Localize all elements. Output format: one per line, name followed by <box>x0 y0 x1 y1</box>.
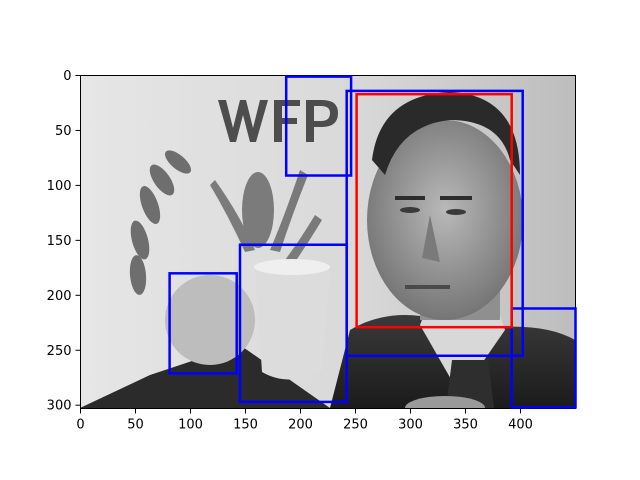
x-tick-label: 0 <box>76 418 84 433</box>
x-tick-label: 350 <box>453 418 478 433</box>
x-tick-label: 200 <box>288 418 313 433</box>
y-tick-label: 200 <box>47 289 72 304</box>
x-tick-label: 100 <box>178 418 203 433</box>
blue-box-3 <box>168 272 238 375</box>
y-tick-label: 50 <box>55 124 72 139</box>
y-axis: 0 50 100 150 200 250 300 <box>47 69 81 414</box>
blue-box-4 <box>238 243 348 404</box>
bounding-boxes <box>168 75 577 409</box>
blue-box-1 <box>284 75 353 177</box>
x-tick-label: 300 <box>398 418 423 433</box>
x-tick-label: 50 <box>127 418 144 433</box>
photo-image <box>80 75 576 409</box>
blue-box-5 <box>510 307 577 409</box>
y-tick-label: 250 <box>47 344 72 359</box>
x-tick-label: 150 <box>233 418 258 433</box>
red-box-0 <box>355 92 513 329</box>
blue-box-2 <box>345 89 524 357</box>
x-axis: 0 50 100 150 200 250 300 350 400 <box>76 408 533 433</box>
y-tick-label: 150 <box>47 234 72 249</box>
x-tick-label: 250 <box>343 418 368 433</box>
y-tick-label: 0 <box>63 69 71 84</box>
y-tick-label: 300 <box>47 399 72 414</box>
y-tick-label: 100 <box>47 179 72 194</box>
x-tick-label: 400 <box>508 418 533 433</box>
